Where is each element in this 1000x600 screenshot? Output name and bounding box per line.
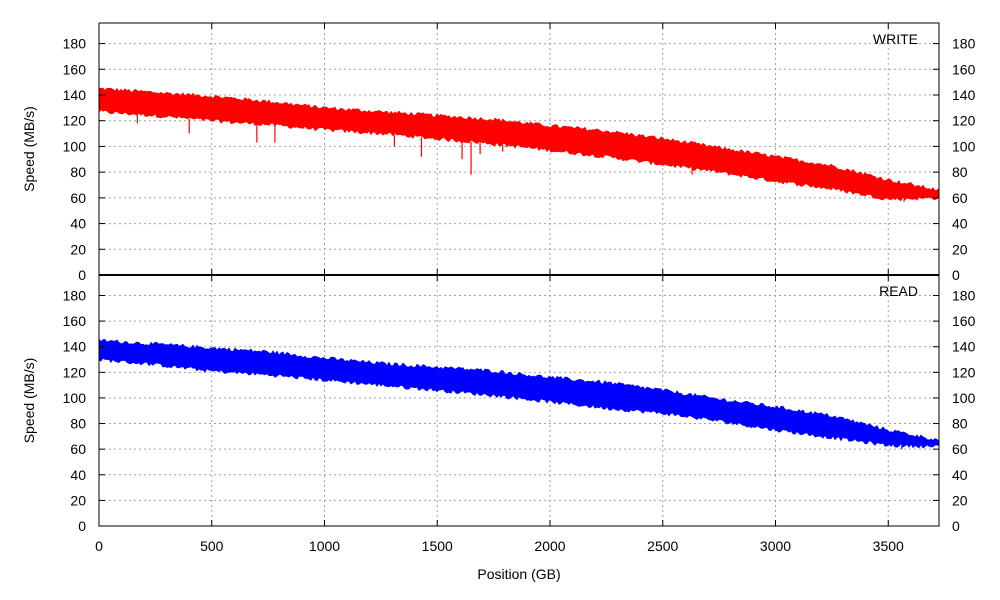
y-tick-label-right: 40 <box>952 216 968 232</box>
y-tick-label-right: 160 <box>952 313 976 329</box>
y-tick-label: 20 <box>70 241 86 257</box>
series-band-write <box>98 87 940 202</box>
y-tick-label: 100 <box>63 138 87 154</box>
y-tick-label: 60 <box>70 441 86 457</box>
panel-frame-write <box>98 22 940 276</box>
y-tick-label-right: 160 <box>952 61 976 77</box>
y-tick-label: 80 <box>70 416 86 432</box>
y-tick-label: 120 <box>63 364 87 380</box>
y-tick-label: 160 <box>63 313 87 329</box>
y-tick-label: 20 <box>70 492 86 508</box>
y-tick-label: 0 <box>78 518 86 534</box>
x-tick-label: 1000 <box>309 538 340 554</box>
y-tick-label: 180 <box>63 36 87 52</box>
y-tick-label-right: 180 <box>952 287 976 303</box>
y-tick-label-right: 180 <box>952 36 976 52</box>
panel-label-write: WRITE <box>873 31 918 47</box>
y-tick-label: 80 <box>70 164 86 180</box>
y-tick-label: 40 <box>70 216 86 232</box>
y-tick-label: 60 <box>70 190 86 206</box>
y-tick-label-right: 100 <box>952 138 976 154</box>
axis-titles: Speed (MB/s) WRITE Speed (MB/s) READ Positio… <box>21 31 918 582</box>
y-tick-label: 0 <box>78 267 86 283</box>
y-tick-label: 140 <box>63 87 87 103</box>
y-tick-label-right: 0 <box>952 518 960 534</box>
y-tick-label-right: 120 <box>952 113 976 129</box>
y-tick-label-right: 0 <box>952 267 960 283</box>
panel-frame-read <box>98 274 940 527</box>
data-series <box>98 87 940 450</box>
x-tick-label: 3000 <box>760 538 791 554</box>
x-axis-title: Position (GB) <box>477 566 560 582</box>
plot-frames <box>98 22 940 527</box>
y-tick-label-right: 20 <box>952 241 968 257</box>
panel-label-read: READ <box>879 283 918 299</box>
x-tick-label: 0 <box>95 538 103 554</box>
y-tick-label: 40 <box>70 467 86 483</box>
x-tick-label: 1500 <box>422 538 453 554</box>
y-tick-label: 180 <box>63 287 87 303</box>
y-axis-title-read: Speed (MB/s) <box>21 358 37 444</box>
y-tick-label-right: 80 <box>952 416 968 432</box>
y-tick-label-right: 40 <box>952 467 968 483</box>
y-tick-label-right: 80 <box>952 164 968 180</box>
y-tick-label: 120 <box>63 113 87 129</box>
y-tick-label-right: 120 <box>952 364 976 380</box>
series-band-read <box>98 337 940 449</box>
x-tick-label: 500 <box>200 538 224 554</box>
y-tick-label-right: 140 <box>952 87 976 103</box>
y-tick-label: 140 <box>63 339 87 355</box>
x-tick-label: 2000 <box>534 538 565 554</box>
y-tick-label-right: 100 <box>952 390 976 406</box>
x-tick-label: 2500 <box>647 538 678 554</box>
y-tick-label: 100 <box>63 390 87 406</box>
y-tick-label-right: 60 <box>952 190 968 206</box>
y-axis-title-write: Speed (MB/s) <box>21 106 37 192</box>
y-tick-label-right: 20 <box>952 492 968 508</box>
x-tick-label: 3500 <box>873 538 904 554</box>
y-tick-label: 160 <box>63 61 87 77</box>
y-tick-label-right: 60 <box>952 441 968 457</box>
y-tick-label-right: 140 <box>952 339 976 355</box>
